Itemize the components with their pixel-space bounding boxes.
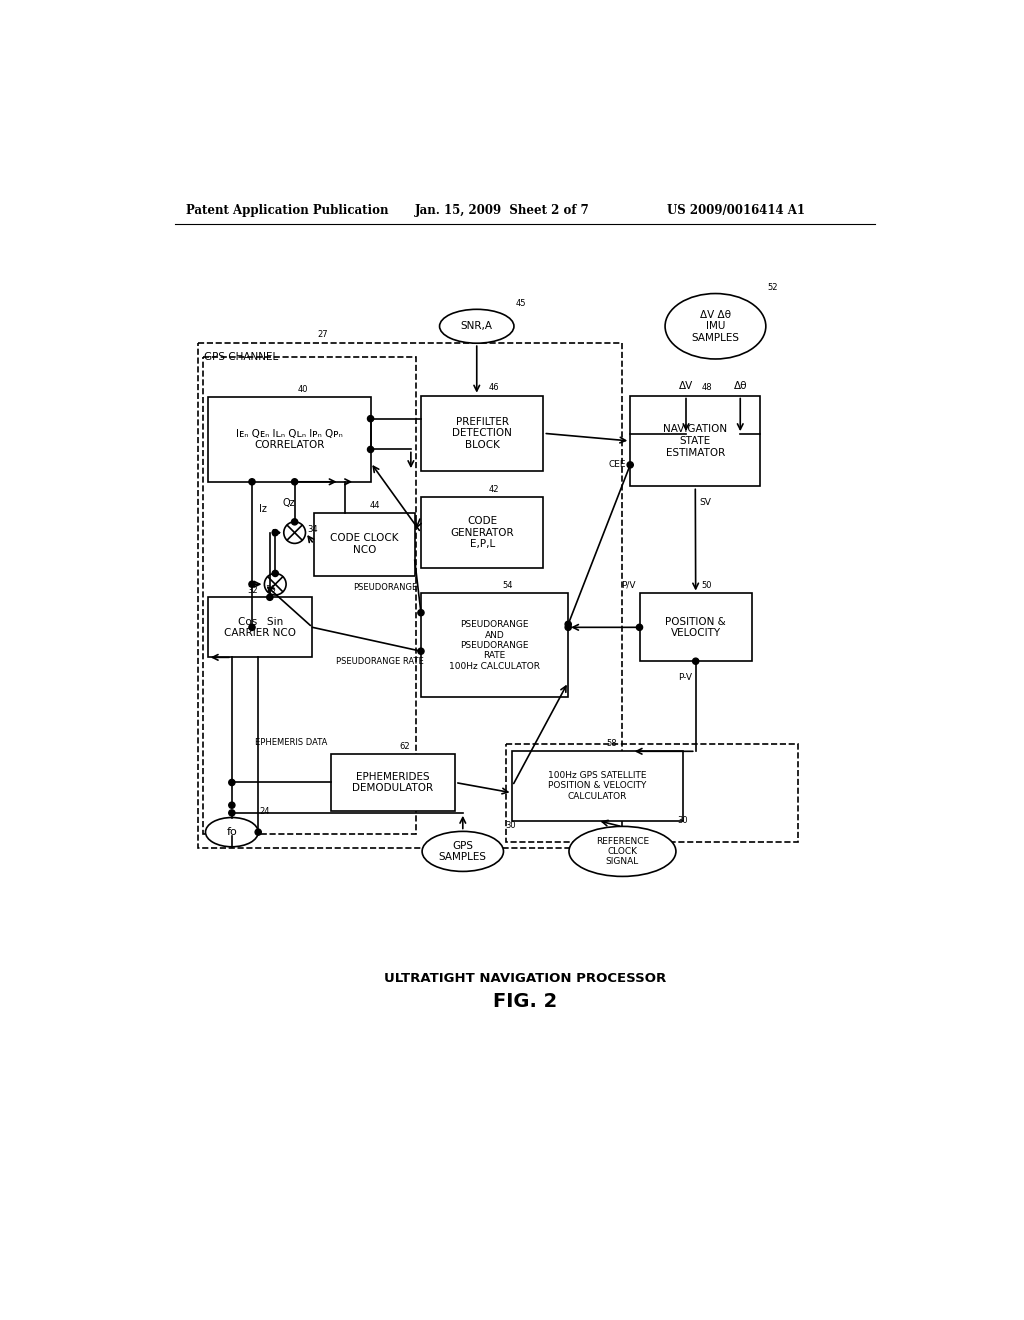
Circle shape bbox=[368, 446, 374, 453]
Text: US 2009/0016414 A1: US 2009/0016414 A1 bbox=[667, 205, 805, 218]
Text: ΔV Δθ
IMU
SAMPLES: ΔV Δθ IMU SAMPLES bbox=[691, 310, 739, 343]
Circle shape bbox=[272, 529, 279, 536]
Ellipse shape bbox=[439, 309, 514, 343]
Text: 100Hz GPS SATELLITE
POSITION & VELOCITY
CALCULATOR: 100Hz GPS SATELLITE POSITION & VELOCITY … bbox=[549, 771, 647, 801]
Circle shape bbox=[249, 479, 255, 484]
Bar bbox=[421, 396, 544, 471]
Circle shape bbox=[418, 610, 424, 615]
Bar bbox=[208, 397, 371, 482]
Text: EPHEMERIDES
DEMODULATOR: EPHEMERIDES DEMODULATOR bbox=[352, 772, 433, 793]
Text: FIG. 2: FIG. 2 bbox=[493, 993, 557, 1011]
Text: GPS
SAMPLES: GPS SAMPLES bbox=[439, 841, 486, 862]
Text: POSITION &
VELOCITY: POSITION & VELOCITY bbox=[666, 616, 726, 638]
Text: CODE CLOCK
NCO: CODE CLOCK NCO bbox=[330, 533, 398, 554]
Text: PREFILTER
DETECTION
BLOCK: PREFILTER DETECTION BLOCK bbox=[453, 417, 512, 450]
Circle shape bbox=[627, 462, 633, 469]
Circle shape bbox=[636, 624, 643, 631]
Text: Δθ: Δθ bbox=[733, 380, 748, 391]
Text: ULTRATIGHT NAVIGATION PROCESSOR: ULTRATIGHT NAVIGATION PROCESSOR bbox=[384, 972, 666, 985]
Text: P-V: P-V bbox=[678, 673, 692, 681]
Circle shape bbox=[565, 624, 571, 631]
Text: Cos   Sin
CARRIER NCO: Cos Sin CARRIER NCO bbox=[224, 616, 296, 638]
Text: 62: 62 bbox=[399, 742, 410, 751]
Ellipse shape bbox=[569, 826, 676, 876]
Text: 46: 46 bbox=[488, 384, 499, 392]
Text: 45: 45 bbox=[515, 298, 526, 308]
Text: 52: 52 bbox=[767, 282, 778, 292]
Circle shape bbox=[228, 809, 234, 816]
Text: 27: 27 bbox=[317, 330, 329, 339]
Text: REFERENCE
CLOCK
SIGNAL: REFERENCE CLOCK SIGNAL bbox=[596, 837, 649, 866]
Text: fo: fo bbox=[226, 828, 238, 837]
Text: Patent Application Publication: Patent Application Publication bbox=[186, 205, 389, 218]
Text: 30: 30 bbox=[678, 816, 688, 825]
Text: Iᴢ: Iᴢ bbox=[259, 504, 267, 513]
Ellipse shape bbox=[422, 832, 504, 871]
Text: SV: SV bbox=[699, 498, 711, 507]
Bar bbox=[198, 343, 623, 847]
Bar bbox=[506, 743, 798, 842]
Text: 40: 40 bbox=[297, 385, 308, 395]
Text: 48: 48 bbox=[701, 384, 713, 392]
Bar bbox=[331, 754, 455, 812]
Circle shape bbox=[565, 622, 571, 627]
Text: 54: 54 bbox=[502, 581, 512, 590]
Bar bbox=[512, 751, 683, 821]
Bar bbox=[203, 358, 417, 834]
Text: 34: 34 bbox=[307, 525, 317, 535]
Text: NAVIGATION
STATE
ESTIMATOR: NAVIGATION STATE ESTIMATOR bbox=[664, 425, 727, 458]
Text: EPHEMERIS DATA: EPHEMERIS DATA bbox=[255, 738, 328, 747]
Circle shape bbox=[418, 648, 424, 655]
Ellipse shape bbox=[665, 293, 766, 359]
Text: 32: 32 bbox=[248, 586, 258, 595]
Circle shape bbox=[255, 829, 261, 836]
Text: 36: 36 bbox=[265, 585, 276, 594]
Text: 50: 50 bbox=[701, 581, 712, 590]
Ellipse shape bbox=[206, 817, 258, 847]
Text: PSEUDORANGE RATE: PSEUDORANGE RATE bbox=[336, 657, 424, 667]
Bar bbox=[640, 594, 752, 661]
Text: ΔV: ΔV bbox=[679, 380, 693, 391]
Bar bbox=[630, 396, 761, 487]
Circle shape bbox=[266, 594, 273, 601]
Text: 58: 58 bbox=[606, 739, 616, 748]
Circle shape bbox=[292, 479, 298, 484]
Text: Iᴇₙ Qᴇₙ Iʟₙ Qʟₙ Iᴘₙ Qᴘₙ
CORRELATOR: Iᴇₙ Qᴇₙ Iʟₙ Qʟₙ Iᴘₙ Qᴘₙ CORRELATOR bbox=[236, 429, 343, 450]
Circle shape bbox=[228, 779, 234, 785]
Text: CEE: CEE bbox=[609, 461, 627, 470]
Circle shape bbox=[228, 803, 234, 808]
Text: 30: 30 bbox=[505, 821, 516, 830]
Text: Qᴢ: Qᴢ bbox=[283, 499, 296, 508]
Text: Jan. 15, 2009  Sheet 2 of 7: Jan. 15, 2009 Sheet 2 of 7 bbox=[415, 205, 590, 218]
Text: CODE
GENERATOR
E,P,L: CODE GENERATOR E,P,L bbox=[451, 516, 514, 549]
Bar bbox=[421, 594, 568, 697]
Circle shape bbox=[272, 570, 279, 577]
Text: 42: 42 bbox=[488, 486, 499, 494]
Circle shape bbox=[249, 581, 255, 587]
Bar bbox=[208, 597, 312, 657]
Text: 44: 44 bbox=[370, 500, 380, 510]
Circle shape bbox=[249, 624, 255, 631]
Text: P/V: P/V bbox=[622, 581, 636, 590]
Text: PSEUDORANGE: PSEUDORANGE bbox=[353, 583, 417, 591]
Circle shape bbox=[692, 659, 698, 664]
Circle shape bbox=[292, 519, 298, 525]
Text: PSEUDORANGE
AND
PSEUDORANGE
RATE
100Hz CALCULATOR: PSEUDORANGE AND PSEUDORANGE RATE 100Hz C… bbox=[450, 620, 540, 671]
Text: 24: 24 bbox=[260, 807, 270, 816]
Bar bbox=[421, 498, 544, 568]
Bar bbox=[314, 512, 415, 576]
Circle shape bbox=[368, 416, 374, 422]
Text: GPS CHANNEL: GPS CHANNEL bbox=[204, 352, 279, 362]
Text: SNR,A: SNR,A bbox=[461, 321, 493, 331]
